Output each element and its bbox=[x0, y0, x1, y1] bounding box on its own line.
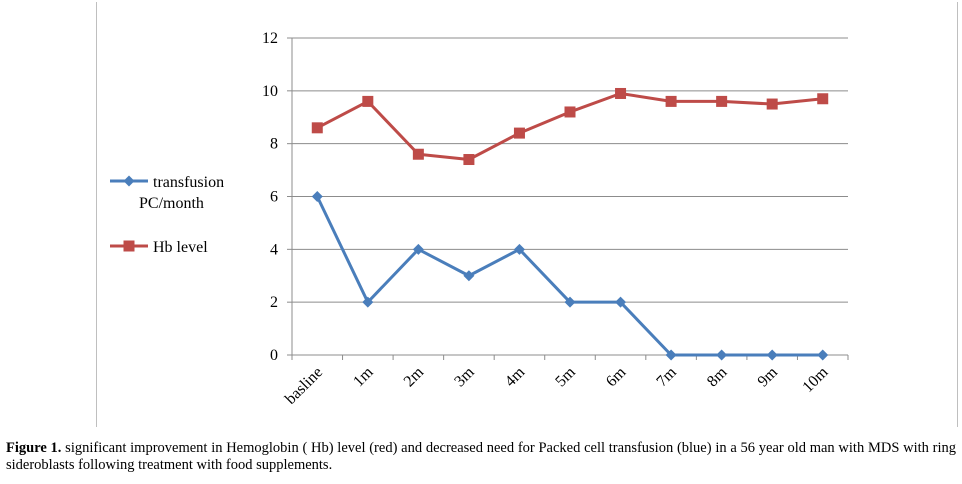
x-tick-label: 6m bbox=[603, 363, 630, 390]
legend: transfusion PC/month Hb level bbox=[110, 174, 224, 256]
hb-level-data-point bbox=[311, 122, 323, 134]
y-tick-label: 10 bbox=[262, 83, 278, 100]
x-tick-label: 10m bbox=[799, 363, 832, 396]
caption-label: Figure 1. bbox=[6, 440, 62, 456]
chart-frame bbox=[96, 2, 958, 427]
hb-level-series-line bbox=[316, 91, 823, 162]
transfusion-data-point bbox=[463, 270, 475, 282]
hb-level-data-point bbox=[513, 127, 525, 139]
grid-lines bbox=[292, 37, 848, 303]
transfusion-data-point bbox=[665, 349, 677, 361]
transfusion-data-point bbox=[817, 349, 829, 361]
axes: 0 2 4 6 8 10 12 basline 1m 2m 3m 4m 5m 6m 7m 8m 9m 10m bbox=[262, 30, 849, 408]
hb-level-data-point bbox=[817, 93, 829, 105]
transfusion-data-point bbox=[311, 191, 323, 202]
transfusion-data-point bbox=[564, 296, 576, 308]
hb-level-data-point bbox=[412, 148, 424, 160]
transfusion-data-point bbox=[716, 349, 728, 361]
y-tick-label: 6 bbox=[270, 189, 278, 206]
transfusion-data-point bbox=[766, 349, 778, 361]
caption-text: significant improvement in Hemoglobin ( … bbox=[6, 440, 957, 473]
transfusion-data-point bbox=[513, 243, 525, 255]
hb-level-data-point bbox=[463, 154, 475, 166]
hb-level-data-point bbox=[564, 106, 576, 118]
hb-level-data-point bbox=[665, 95, 677, 107]
series-lines bbox=[311, 87, 829, 361]
hb-level-data-point bbox=[615, 87, 627, 99]
transfusion-data-point bbox=[412, 243, 424, 255]
x-tick-label: 8m bbox=[704, 363, 731, 390]
transfusion-data-point bbox=[615, 296, 627, 308]
y-tick-label: 4 bbox=[270, 241, 278, 258]
x-tick-label: 2m bbox=[401, 363, 428, 390]
x-tick-label: 7m bbox=[653, 363, 680, 390]
legend-hb-level-label: Hb level bbox=[153, 239, 208, 256]
x-tick-label: 9m bbox=[755, 363, 782, 390]
y-tick-label: 8 bbox=[270, 136, 278, 153]
x-tick-label: 5m bbox=[552, 363, 579, 390]
legend-transfusion-label: PC/month bbox=[139, 195, 204, 212]
legend-hb-level-marker bbox=[123, 240, 135, 252]
x-tick-label: 3m bbox=[451, 363, 478, 390]
y-tick-label: 2 bbox=[270, 294, 278, 311]
x-tick-label: 4m bbox=[502, 363, 529, 390]
transfusion-series-line bbox=[315, 195, 823, 357]
figure-caption: Figure 1. significant improvement in Hem… bbox=[6, 440, 956, 474]
hb-level-data-point bbox=[716, 95, 728, 107]
legend-transfusion-label: transfusion bbox=[153, 174, 224, 191]
hb-level-data-point bbox=[362, 95, 374, 107]
line-chart: 0 2 4 6 8 10 12 basline 1m 2m 3m 4m 5m 6m 7m 8m 9m 10m tr… bbox=[110, 30, 849, 408]
y-tick-label: 12 bbox=[262, 30, 278, 47]
legend-transfusion-marker bbox=[123, 175, 135, 187]
y-tick-label: 0 bbox=[270, 347, 278, 364]
transfusion-data-point bbox=[362, 296, 374, 308]
x-tick-label: 1m bbox=[350, 363, 377, 390]
hb-level-data-point bbox=[766, 98, 778, 110]
x-tick-label: basline bbox=[282, 364, 326, 408]
